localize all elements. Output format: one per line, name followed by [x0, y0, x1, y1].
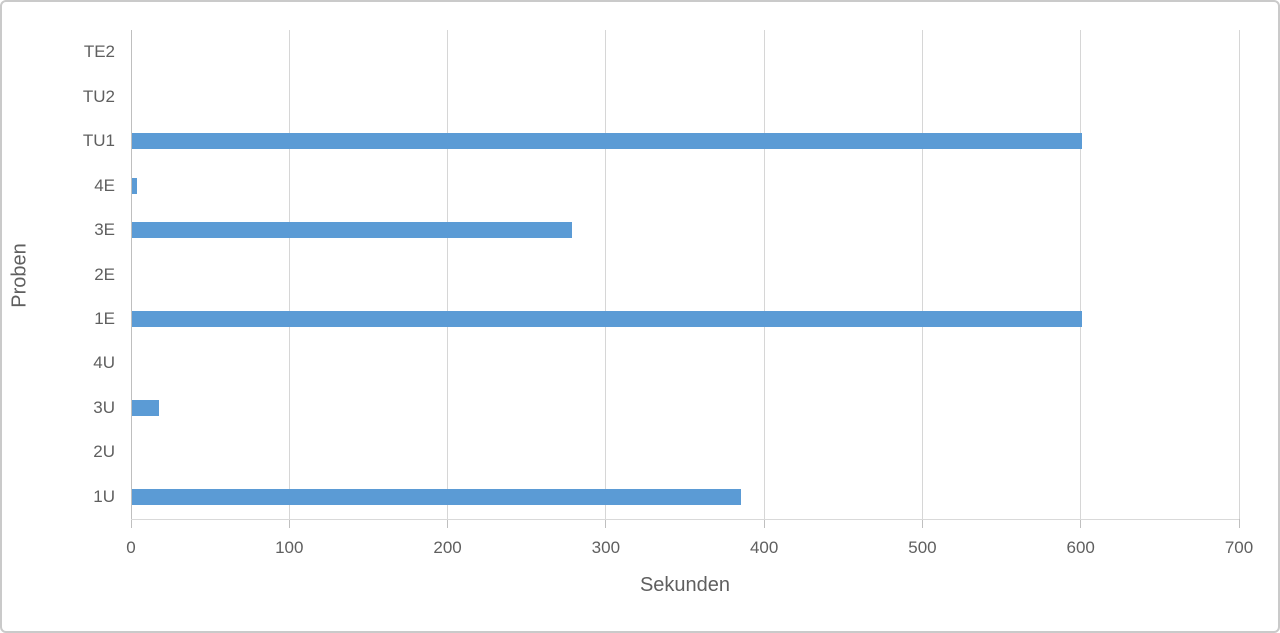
y-tick-label-1E: 1E [94, 308, 115, 328]
gridline [605, 30, 607, 519]
x-tick-label-0: 0 [126, 538, 136, 557]
x-axis-line [131, 519, 1239, 520]
y-tick-label-TU1: TU1 [82, 131, 115, 151]
y-tick-label-2E: 2E [94, 264, 115, 284]
gridline [1238, 30, 1240, 519]
y-tick-label-TU2: TU2 [82, 86, 115, 106]
x-tick-label-400: 400 [749, 538, 779, 557]
y-tick-label-4U: 4U [93, 353, 115, 373]
x-tick-label-700: 700 [1224, 538, 1254, 557]
x-axis-tickmark [1238, 519, 1240, 528]
x-axis-title: Sekunden [639, 574, 731, 596]
bar-1E [132, 310, 1082, 327]
bar-3E [132, 222, 573, 239]
x-tick-label-600: 600 [1066, 538, 1095, 557]
x-tick-label-500: 500 [908, 538, 937, 557]
x-axis-tickmark [447, 519, 449, 528]
bar-1U [132, 488, 742, 505]
x-axis-tickmark [921, 519, 923, 528]
y-tick-label-TE2: TE2 [83, 42, 115, 62]
x-axis-tickmark [1080, 519, 1082, 528]
gridline [288, 30, 290, 519]
y-tick-label-1U: 1U [93, 486, 115, 506]
gridline [921, 30, 923, 519]
x-tick-label-200: 200 [433, 538, 462, 557]
bar-4E [132, 177, 137, 194]
gridline [763, 30, 765, 519]
y-axis-line [130, 30, 132, 519]
gridline [1080, 30, 1082, 519]
x-tick-label-100: 100 [275, 538, 304, 557]
x-axis-tickmark [288, 519, 290, 528]
gridline [447, 30, 449, 519]
x-axis-tickmark [130, 519, 132, 528]
bar-TU1 [132, 133, 1082, 150]
x-tick-label-300: 300 [591, 538, 621, 557]
y-tick-label-3U: 3U [93, 397, 115, 417]
y-tick-label-3E: 3E [94, 220, 115, 240]
y-tick-label-2U: 2U [93, 442, 115, 462]
x-axis-tickmark [605, 519, 607, 528]
bar-3U [132, 399, 159, 416]
x-axis-tickmark [763, 519, 765, 528]
y-axis-title: Proben [8, 243, 31, 308]
y-tick-label-4E: 4E [94, 175, 115, 195]
